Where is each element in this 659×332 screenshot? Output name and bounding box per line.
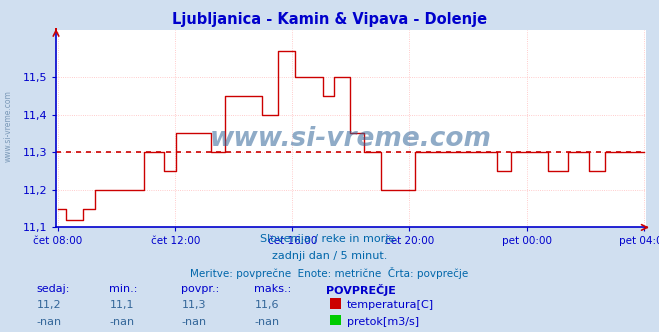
Text: -nan: -nan bbox=[254, 317, 279, 327]
Text: pretok[m3/s]: pretok[m3/s] bbox=[347, 317, 418, 327]
Text: POVPREČJE: POVPREČJE bbox=[326, 284, 396, 296]
Text: 11,1: 11,1 bbox=[109, 300, 134, 310]
Text: -nan: -nan bbox=[182, 317, 207, 327]
Text: 11,6: 11,6 bbox=[254, 300, 279, 310]
Text: Ljubljanica - Kamin & Vipava - Dolenje: Ljubljanica - Kamin & Vipava - Dolenje bbox=[172, 12, 487, 27]
Text: www.si-vreme.com: www.si-vreme.com bbox=[210, 125, 492, 151]
Text: sedaj:: sedaj: bbox=[36, 284, 70, 294]
Text: -nan: -nan bbox=[37, 317, 62, 327]
Text: Meritve: povprečne  Enote: metrične  Črta: povprečje: Meritve: povprečne Enote: metrične Črta:… bbox=[190, 267, 469, 279]
Text: Slovenija / reke in morje.: Slovenija / reke in morje. bbox=[260, 234, 399, 244]
Text: www.si-vreme.com: www.si-vreme.com bbox=[3, 90, 13, 162]
Text: 11,3: 11,3 bbox=[182, 300, 207, 310]
Text: min.:: min.: bbox=[109, 284, 137, 294]
Text: maks.:: maks.: bbox=[254, 284, 291, 294]
Text: povpr.:: povpr.: bbox=[181, 284, 219, 294]
Text: -nan: -nan bbox=[109, 317, 134, 327]
Text: 11,2: 11,2 bbox=[37, 300, 62, 310]
Text: temperatura[C]: temperatura[C] bbox=[347, 300, 434, 310]
Text: zadnji dan / 5 minut.: zadnji dan / 5 minut. bbox=[272, 251, 387, 261]
